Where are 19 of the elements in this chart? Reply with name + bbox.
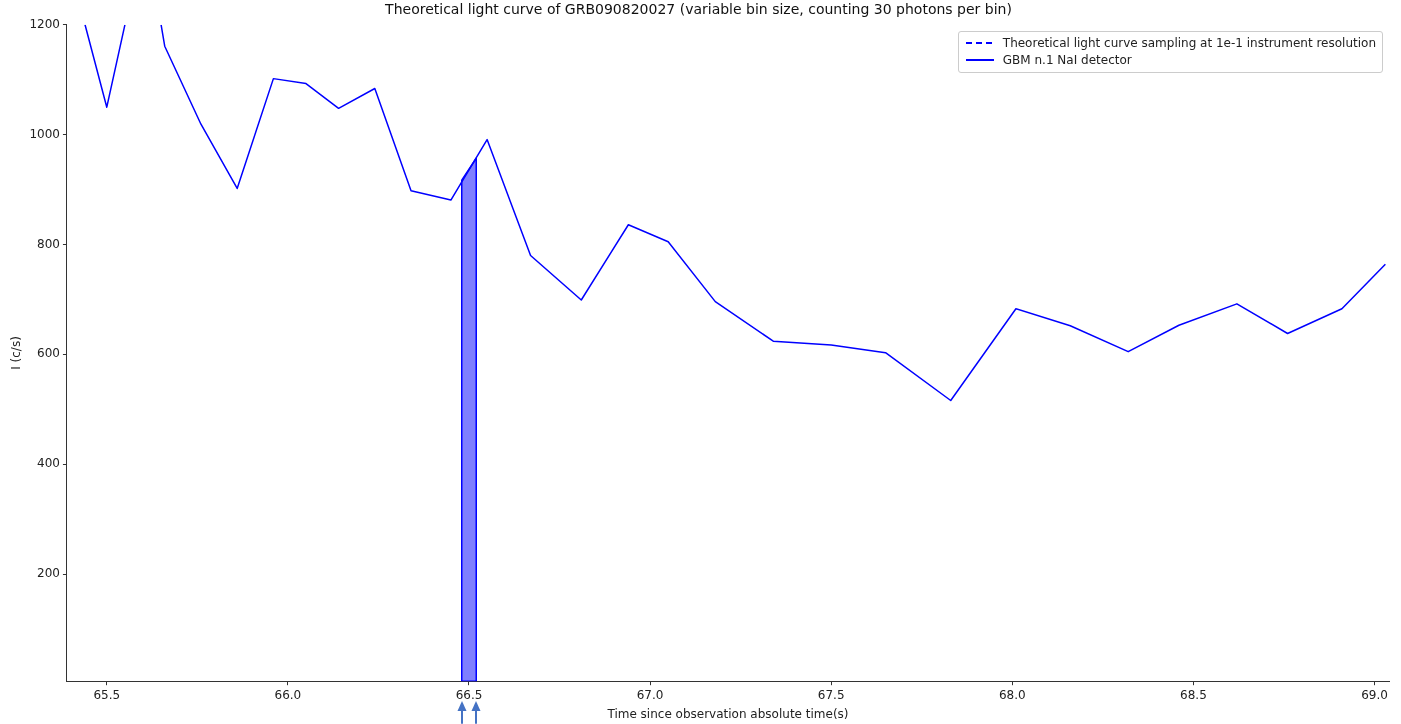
y-tick-label: 1000 xyxy=(29,126,60,141)
y-tick-label: 200 xyxy=(37,566,60,581)
y-tick-label: 600 xyxy=(37,346,60,361)
y-tick-label: 400 xyxy=(37,456,60,471)
x-tick-label: 66.0 xyxy=(274,687,302,702)
y-tick-label: 800 xyxy=(37,236,60,251)
chart-title: Theoretical light curve of GRB090820027 (variable bin size, counting 30 photons per bin) xyxy=(384,1,1012,18)
legend-label: Theoretical light curve sampling at 1e-1 instrument resolution xyxy=(1002,36,1376,51)
x-tick-label: 66.5 xyxy=(455,687,483,702)
y-tick-label: 1200 xyxy=(29,16,60,31)
x-tick-label: 68.5 xyxy=(1180,687,1207,702)
x-tick-label: 68.0 xyxy=(998,687,1026,702)
legend-label: GBM n.1 NaI detector xyxy=(1002,53,1132,68)
x-axis-title: Time since observation absolute time(s) xyxy=(606,706,849,721)
x-tick-label: 69.0 xyxy=(1361,687,1388,702)
x-tick-label: 67.0 xyxy=(636,687,664,702)
y-axis-title: I (c/s) xyxy=(9,336,24,370)
x-tick-label: 67.5 xyxy=(817,687,845,702)
x-tick-label: 65.5 xyxy=(93,687,121,702)
